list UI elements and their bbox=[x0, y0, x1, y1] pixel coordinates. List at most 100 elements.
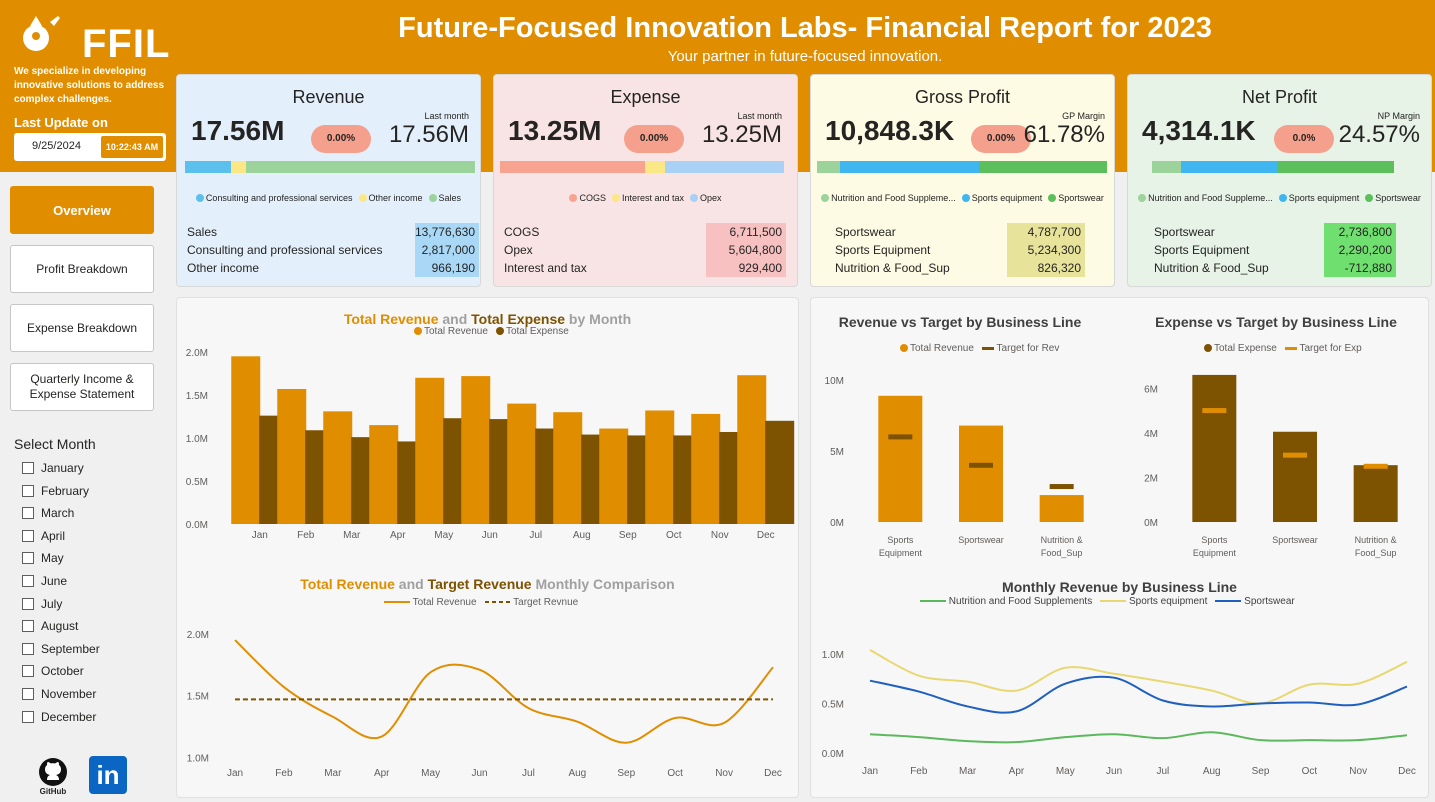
bar-total-revenue[interactable] bbox=[231, 356, 261, 524]
x-tick-label: Jun bbox=[482, 530, 498, 541]
bar-total-revenue[interactable] bbox=[461, 376, 491, 524]
legend-exp-total: Total Expense bbox=[1214, 343, 1277, 354]
line-sportswear[interactable] bbox=[869, 675, 1408, 714]
bar-total-revenue[interactable] bbox=[323, 411, 353, 524]
legend-label: COGS bbox=[579, 193, 606, 203]
x-tick-label: Sportswear bbox=[1272, 535, 1318, 545]
github-link[interactable]: GitHub bbox=[38, 757, 68, 797]
expense-vs-target-bar-chart: 0M 2M 4M 6M Sports Equipment Sportswear Nutriti… bbox=[1144, 374, 1398, 558]
row-name: Sportswear bbox=[835, 225, 896, 239]
kpi-title: Gross Profit bbox=[914, 87, 1011, 107]
title-part: Total Revenue bbox=[300, 576, 395, 592]
line-sports-equipment[interactable] bbox=[869, 649, 1408, 705]
bar-total[interactable] bbox=[1353, 465, 1398, 522]
month-label: July bbox=[41, 596, 63, 611]
legend-label: Consulting and professional services bbox=[205, 193, 353, 203]
checkbox-icon[interactable] bbox=[22, 484, 34, 497]
revenue-vs-target-title: Revenue vs Target by Business Line bbox=[838, 314, 1082, 330]
left-chart-panel bbox=[176, 297, 799, 798]
expense-kpi-card: Expense 13.25M 0.00% Last month 13.25M COGS In… bbox=[493, 74, 798, 287]
month-option-september[interactable]: September bbox=[22, 642, 100, 656]
checkbox-icon[interactable] bbox=[22, 597, 34, 610]
checkbox-icon[interactable] bbox=[22, 642, 34, 655]
legend-dot-icon bbox=[961, 194, 970, 202]
kpi-value: 13.25M bbox=[508, 115, 602, 146]
month-option-june[interactable]: June bbox=[22, 574, 67, 588]
row-name: Sales bbox=[187, 225, 218, 239]
table-row: Nutrition & Food_Sup -712,880 bbox=[1154, 259, 1396, 277]
legend-sportswear: Sportswear bbox=[1244, 596, 1295, 607]
checkbox-icon[interactable] bbox=[22, 710, 34, 723]
month-label: September bbox=[41, 641, 100, 656]
month-option-february[interactable]: February bbox=[22, 484, 89, 498]
month-option-july[interactable]: July bbox=[22, 597, 62, 611]
row-value: 2,736,800 bbox=[1324, 223, 1396, 241]
target-marker bbox=[969, 462, 993, 468]
legend-target-dash-icon bbox=[1284, 347, 1297, 350]
legend-label: Sports equipment bbox=[971, 193, 1043, 203]
checkbox-icon[interactable] bbox=[22, 665, 34, 678]
kpi-composition-bar bbox=[500, 161, 784, 173]
checkbox-icon[interactable] bbox=[22, 620, 34, 633]
kpi-composition-bar bbox=[185, 161, 475, 173]
month-option-october[interactable]: October bbox=[22, 664, 84, 678]
bar-total-revenue[interactable] bbox=[645, 410, 675, 524]
legend-item: Consulting and professional services bbox=[195, 193, 353, 203]
x-tick-label: Nutrition & Food_Sup bbox=[1355, 535, 1397, 558]
bar-total[interactable] bbox=[1039, 495, 1084, 522]
month-option-august[interactable]: August bbox=[22, 619, 78, 633]
month-option-may[interactable]: May bbox=[22, 551, 64, 565]
bar-total-revenue[interactable] bbox=[507, 403, 537, 524]
y-tick-label: 0M bbox=[1144, 518, 1158, 529]
x-tick-label: Jan bbox=[252, 530, 268, 541]
bar-total[interactable] bbox=[1273, 431, 1317, 522]
kpi-side-value: 17.56M bbox=[388, 121, 469, 148]
bar-total[interactable] bbox=[959, 425, 1003, 522]
nav-quarterly-statement-button[interactable]: Quarterly Income & Expense Statement bbox=[10, 363, 154, 411]
month-option-december[interactable]: December bbox=[22, 710, 96, 724]
bar-segment bbox=[245, 161, 475, 173]
checkbox-icon[interactable] bbox=[22, 462, 34, 474]
bar-total-revenue[interactable] bbox=[599, 428, 629, 524]
kpi-legend: Nutrition and Food Suppleme... Sports equ… bbox=[811, 193, 1114, 203]
x-tick-label: Feb bbox=[275, 768, 293, 779]
bar-total-revenue[interactable] bbox=[553, 412, 583, 524]
line-nutrition-and-food-supplements[interactable] bbox=[869, 731, 1408, 744]
bar-total-revenue[interactable] bbox=[415, 377, 445, 524]
month-option-january[interactable]: January bbox=[22, 461, 84, 475]
checkbox-icon[interactable] bbox=[22, 552, 34, 565]
bar-total-expense[interactable] bbox=[765, 420, 795, 524]
legend-dashed-line-icon bbox=[484, 601, 511, 603]
checkbox-icon[interactable] bbox=[22, 529, 34, 542]
month-option-november[interactable]: November bbox=[22, 687, 96, 701]
x-tick-label: Apr bbox=[390, 530, 406, 541]
x-tick-label: Oct bbox=[1302, 766, 1318, 777]
nav-overview-button[interactable]: Overview bbox=[10, 186, 154, 234]
checkbox-icon[interactable] bbox=[22, 688, 34, 700]
bar-total[interactable] bbox=[1192, 374, 1237, 522]
row-value: 826,320 bbox=[1007, 259, 1085, 277]
checkbox-icon[interactable] bbox=[22, 575, 34, 587]
line-total-revenue[interactable] bbox=[234, 639, 774, 744]
target-marker bbox=[1202, 408, 1227, 414]
month-option-april[interactable]: April bbox=[22, 529, 65, 543]
bar-total-revenue[interactable] bbox=[691, 413, 721, 524]
x-tick-label: May bbox=[434, 530, 453, 541]
table-row: Consulting and professional services 2,81… bbox=[187, 241, 479, 259]
bar-total[interactable] bbox=[878, 395, 923, 522]
legend-dot-icon bbox=[690, 194, 699, 202]
x-tick-label: Nov bbox=[715, 768, 733, 779]
checkbox-icon[interactable] bbox=[22, 507, 34, 520]
bar-total-revenue[interactable] bbox=[737, 375, 767, 524]
row-name: Sports Equipment bbox=[1154, 243, 1250, 257]
nav-profit-breakdown-button[interactable]: Profit Breakdown bbox=[10, 245, 154, 293]
nav-expense-breakdown-button[interactable]: Expense Breakdown bbox=[10, 304, 154, 352]
y-tick-label: 4M bbox=[1144, 429, 1158, 440]
bar-total-revenue[interactable] bbox=[369, 425, 399, 524]
bar-segment bbox=[1277, 161, 1394, 173]
legend-label: Sports equipment bbox=[1288, 193, 1360, 203]
bar-segment bbox=[840, 161, 980, 173]
bar-total-revenue[interactable] bbox=[277, 388, 307, 524]
linkedin-icon[interactable]: in bbox=[89, 756, 127, 794]
month-option-march[interactable]: March bbox=[22, 506, 74, 520]
